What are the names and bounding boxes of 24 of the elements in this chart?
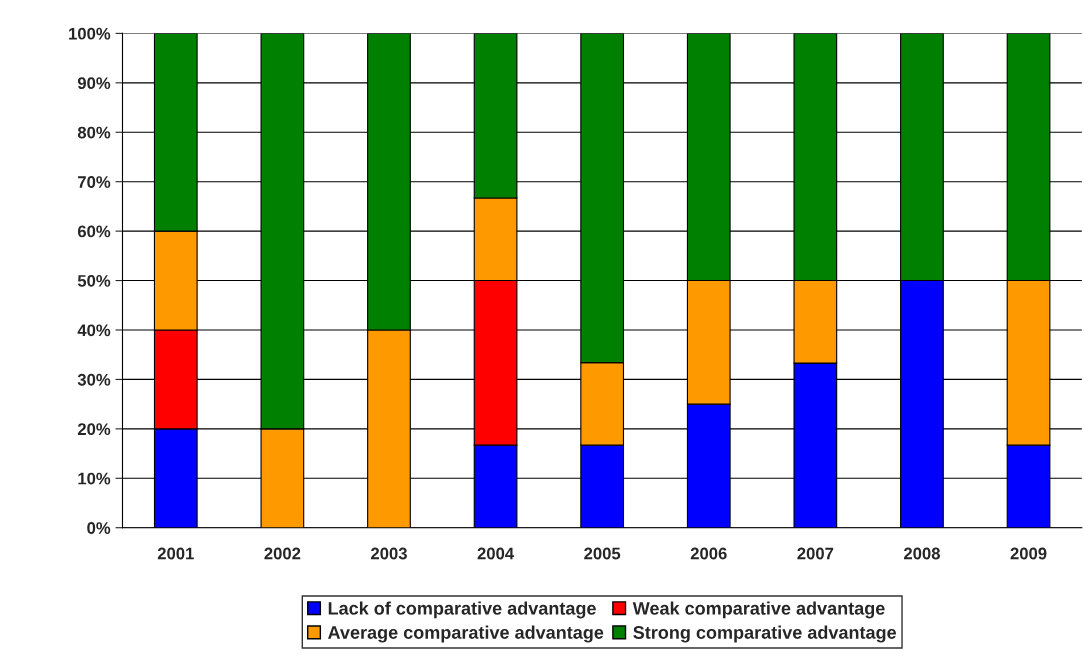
y-tick-label: 40% <box>77 324 111 337</box>
y-tick-label: 70% <box>78 176 111 188</box>
y-tick-label: 10% <box>78 472 111 485</box>
legend-label: Average comparative advantage <box>328 625 604 643</box>
x-tick-label: 2001 <box>157 547 194 560</box>
legend-label: Lack of comparative advantage <box>328 601 596 619</box>
y-tick-label: 50% <box>77 274 111 287</box>
legend-label: Strong comparative advantage <box>633 625 897 643</box>
x-tick-label: 2006 <box>690 547 727 560</box>
y-tick-label: 20% <box>77 423 111 436</box>
y-tick-label: 100% <box>69 27 111 40</box>
legend-label: Weak comparative advantage <box>632 601 885 619</box>
x-tick-label: 2008 <box>903 547 940 560</box>
y-tick-label: 30% <box>77 373 111 386</box>
x-tick-label: 2009 <box>1010 547 1047 560</box>
y-tick-label: 80% <box>77 126 111 139</box>
y-tick-label: 60% <box>77 225 111 238</box>
x-tick-label: 2007 <box>797 547 834 560</box>
x-tick-label: 2005 <box>584 547 621 560</box>
x-tick-label: 2002 <box>264 547 301 560</box>
x-tick-label: 2003 <box>371 547 407 560</box>
x-tick-label: 2004 <box>477 547 515 560</box>
y-tick-label: 0% <box>87 522 111 534</box>
y-tick-label: 90% <box>77 77 111 90</box>
